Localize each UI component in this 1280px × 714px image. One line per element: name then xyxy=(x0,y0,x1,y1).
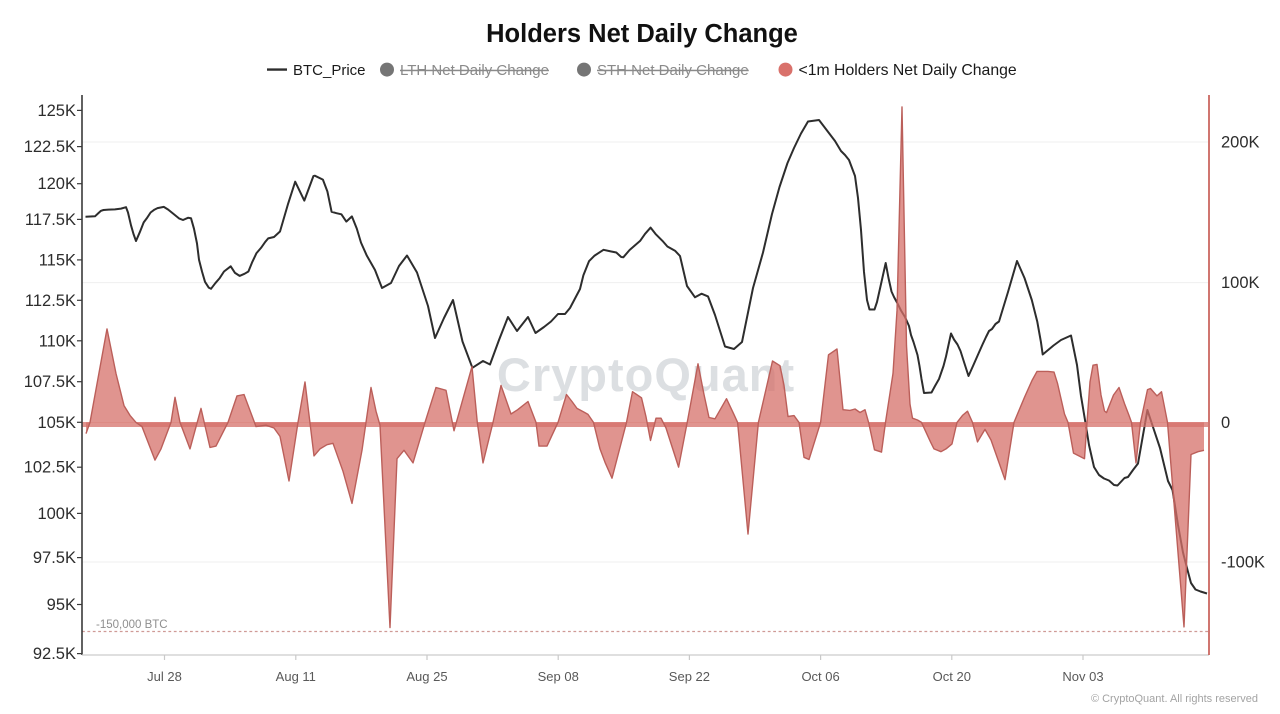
svg-text:STH Net Daily Change: STH Net Daily Change xyxy=(597,62,749,79)
svg-text:107.5K: 107.5K xyxy=(24,373,76,391)
svg-text:117.5K: 117.5K xyxy=(25,211,76,229)
svg-text:112.5K: 112.5K xyxy=(25,292,76,310)
svg-text:100K: 100K xyxy=(37,505,76,523)
svg-text:Aug 11: Aug 11 xyxy=(276,669,316,684)
svg-text:110K: 110K xyxy=(39,332,76,350)
svg-text:92.5K: 92.5K xyxy=(33,645,76,663)
svg-text:120K: 120K xyxy=(37,175,76,193)
svg-text:Aug 25: Aug 25 xyxy=(406,669,447,684)
svg-text:-100K: -100K xyxy=(1221,554,1265,572)
svg-text:Nov 03: Nov 03 xyxy=(1062,669,1103,684)
svg-text:Holders Net Daily Change: Holders Net Daily Change xyxy=(486,20,798,48)
svg-text:115K: 115K xyxy=(39,251,76,269)
svg-text:<1m Holders Net Daily Change: <1m Holders Net Daily Change xyxy=(799,62,1017,79)
svg-text:105K: 105K xyxy=(37,414,76,432)
svg-text:122.5K: 122.5K xyxy=(24,138,76,156)
svg-text:95K: 95K xyxy=(47,596,76,614)
svg-text:102.5K: 102.5K xyxy=(24,459,76,477)
svg-text:Sep 08: Sep 08 xyxy=(538,669,579,684)
svg-text:Oct 20: Oct 20 xyxy=(933,669,971,684)
svg-text:200K: 200K xyxy=(1221,134,1260,152)
svg-text:100K: 100K xyxy=(1221,274,1260,292)
svg-text:Oct 06: Oct 06 xyxy=(801,669,839,684)
svg-text:Jul 28: Jul 28 xyxy=(147,669,182,684)
svg-text:CryptoQuant: CryptoQuant xyxy=(497,348,795,401)
svg-text:97.5K: 97.5K xyxy=(33,549,76,567)
svg-text:0: 0 xyxy=(1221,414,1230,432)
svg-text:125K: 125K xyxy=(37,102,76,120)
svg-text:-150,000 BTC: -150,000 BTC xyxy=(96,619,168,631)
svg-text:BTC_Price: BTC_Price xyxy=(293,62,366,79)
svg-text:LTH Net Daily Change: LTH Net Daily Change xyxy=(400,62,549,79)
svg-text:© CryptoQuant. All rights rese: © CryptoQuant. All rights reserved xyxy=(1091,693,1258,705)
svg-text:Sep 22: Sep 22 xyxy=(669,669,710,684)
